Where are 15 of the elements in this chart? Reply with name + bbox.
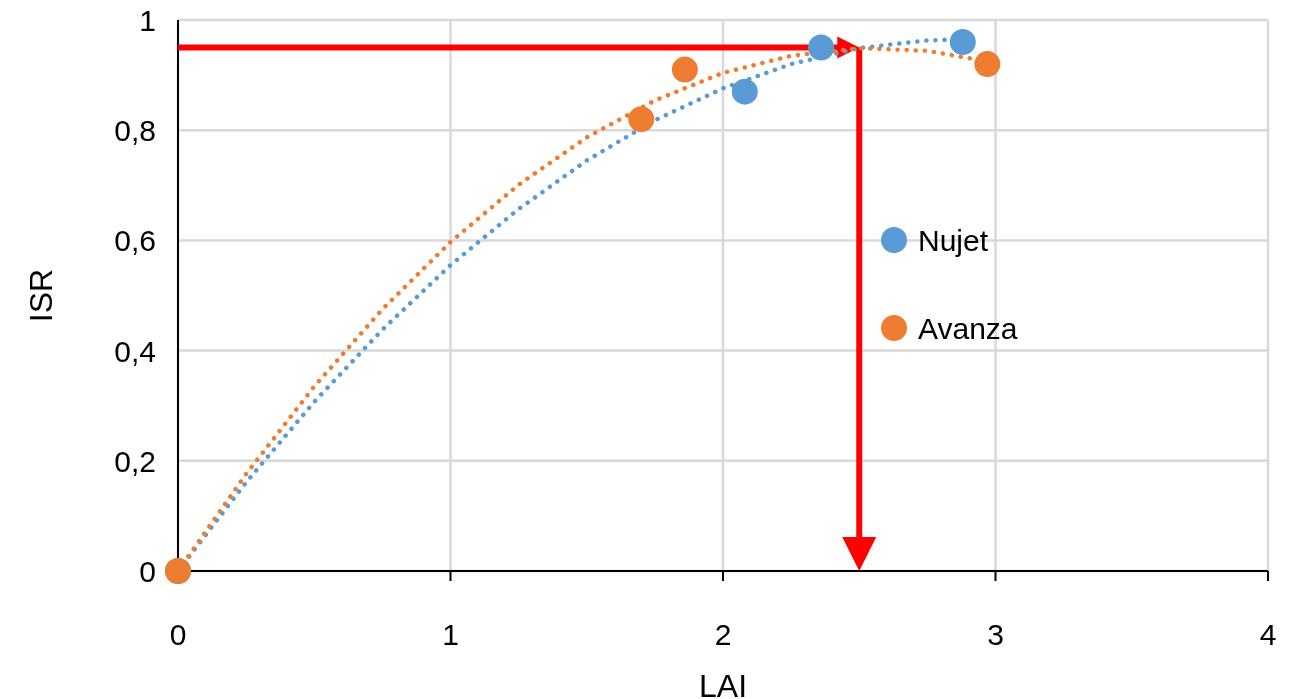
x-axis-title: LAI — [698, 668, 748, 699]
y-axis-title: ISR — [23, 268, 59, 323]
legend-label: Nujet — [918, 224, 989, 257]
legend-label: Avanza — [918, 312, 1018, 345]
x-tick-label: 1 — [442, 618, 459, 651]
y-tick-label: 0,2 — [114, 444, 156, 478]
y-tick-label: 0,6 — [114, 224, 156, 258]
y-tick-label: 1 — [139, 4, 156, 37]
y-tick-label: 0 — [139, 555, 156, 588]
y-tick-label: 0,4 — [114, 334, 156, 368]
x-tick-label: 2 — [714, 618, 732, 651]
x-tick-label: 3 — [987, 618, 1004, 651]
x-tick-label: 0 — [169, 618, 187, 651]
y-tick-label: 0,8 — [114, 114, 156, 148]
x-tick-label: 4 — [1259, 618, 1277, 651]
